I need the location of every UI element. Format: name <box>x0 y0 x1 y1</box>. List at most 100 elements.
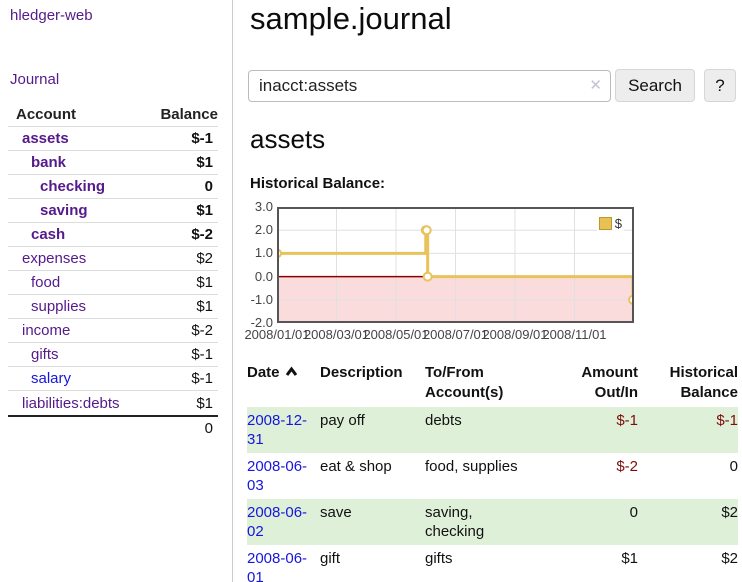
transaction-date-link[interactable]: 2008-12-31 <box>247 412 308 448</box>
transaction-amount: $-1 <box>616 412 638 429</box>
transaction-amount: $-2 <box>616 458 638 475</box>
y-axis-tick-label: 2.0 <box>254 222 273 238</box>
sort-ascending-icon <box>285 363 298 383</box>
x-axis-tick-label: 2008/07/01 <box>422 327 489 342</box>
account-row: checking 0 <box>8 175 218 199</box>
register-row: 2008-06-02 save saving, checking 0 $2 <box>247 499 738 545</box>
account-row: bank $1 <box>8 151 218 175</box>
legend-swatch-icon <box>598 217 612 230</box>
chart-legend: $ <box>596 215 624 232</box>
account-link[interactable]: income <box>22 322 71 339</box>
chart-canvas <box>272 207 639 323</box>
account-link[interactable]: cash <box>31 226 66 243</box>
register-table: Date Description To/From Account(s) Amou… <box>247 361 738 582</box>
account-balance: $1 <box>196 274 213 291</box>
balance-column-header: Balance <box>160 106 218 123</box>
account-link[interactable]: saving <box>40 202 88 219</box>
y-axis-tick-label: 0.0 <box>254 268 273 284</box>
transaction-description: gift <box>320 550 341 567</box>
transaction-accounts: saving, checking <box>425 504 485 540</box>
account-link[interactable]: bank <box>31 154 67 171</box>
balance-total-value: 0 <box>204 419 213 437</box>
x-axis-tick-label: 2008/11/01 <box>542 327 607 342</box>
account-row: supplies $1 <box>8 295 218 319</box>
x-axis-tick-label: 2008/09/01 <box>482 327 548 342</box>
register-row: 2008-12-31 pay off debts $-1 $-1 <box>247 407 738 453</box>
account-table-header: Account Balance <box>8 103 218 127</box>
account-link[interactable]: assets <box>22 130 69 147</box>
account-link[interactable]: checking <box>40 178 106 195</box>
account-balance: $1 <box>196 298 213 315</box>
main-pane: sample.journal ✕ Search ? assets Histori… <box>234 0 742 582</box>
transaction-date-link[interactable]: 2008-06-01 <box>247 550 308 582</box>
y-axis-tick-label: -1.0 <box>250 291 273 307</box>
register-header-description: Description <box>320 364 403 381</box>
account-balance: $2 <box>196 250 213 267</box>
account-rows: assets $-1 bank $1 checking 0 saving $1 cash $-2 e… <box>8 127 218 415</box>
account-heading: assets <box>250 124 326 154</box>
account-row: saving $1 <box>8 199 218 223</box>
transaction-amount: $1 <box>621 550 638 567</box>
account-link[interactable]: liabilities:debts <box>22 394 120 412</box>
x-axis-tick-label: 2008/01/01 <box>244 327 310 342</box>
account-balance-table: Account Balance assets $-1 bank $1 checking 0… <box>8 103 218 439</box>
account-row: gifts $-1 <box>8 343 218 367</box>
transaction-balance: $2 <box>721 504 738 521</box>
y-axis-tick-label: 3.0 <box>254 199 273 214</box>
transaction-accounts: gifts <box>425 550 453 567</box>
search-input[interactable] <box>248 69 611 102</box>
register-header-amount: Amount Out/In <box>581 364 638 401</box>
transaction-amount: 0 <box>629 504 638 521</box>
account-row: assets $-1 <box>8 127 218 151</box>
account-balance: $-1 <box>191 130 213 147</box>
account-link[interactable]: supplies <box>31 298 87 315</box>
register-row: 2008-06-03 eat & shop food, supplies $-2 0 <box>247 453 738 499</box>
transaction-accounts: food, supplies <box>425 458 518 475</box>
legend-label: $ <box>614 216 622 231</box>
account-row: liabilities:debts $1 <box>8 391 218 415</box>
account-balance: $-1 <box>191 370 213 387</box>
register-row: 2008-06-01 gift gifts $1 $2 <box>247 545 738 582</box>
transaction-description: eat & shop <box>320 458 392 475</box>
y-axis-tick-label: -2.0 <box>250 315 273 330</box>
transaction-date-link[interactable]: 2008-06-02 <box>247 504 308 540</box>
account-link[interactable]: gifts <box>31 346 59 363</box>
historical-balance-label: Historical Balance: <box>250 175 386 192</box>
transaction-balance: $-1 <box>716 412 738 429</box>
transaction-accounts: debts <box>425 412 462 429</box>
account-balance: $-2 <box>191 322 213 339</box>
account-row: cash $-2 <box>8 223 218 247</box>
y-axis-tick-label: 1.0 <box>254 245 273 261</box>
date-header-label: Date <box>247 364 280 381</box>
transaction-description: pay off <box>320 412 365 429</box>
page-title: sample.journal <box>250 1 452 36</box>
app-brand-link[interactable]: hledger-web <box>10 7 93 24</box>
account-column-header: Account <box>16 106 76 123</box>
account-row: salary $-1 <box>8 367 218 391</box>
clear-search-icon[interactable]: ✕ <box>589 76 602 94</box>
account-balance: $1 <box>196 202 213 219</box>
transaction-balance: 0 <box>729 458 738 475</box>
sidebar-item-journal[interactable]: Journal <box>10 71 60 88</box>
transaction-balance: $2 <box>721 550 738 567</box>
historical-balance-chart: 3.0 2.0 1.0 0.0 -1.0 -2.0 $ 2008/01/01 2008/03… <box>244 199 647 348</box>
account-balance: $1 <box>196 154 213 171</box>
chart-plot-area: $ <box>272 207 639 323</box>
register-header-date[interactable]: Date <box>247 361 320 407</box>
account-link[interactable]: food <box>31 274 61 291</box>
search-form: ✕ Search ? <box>248 69 736 102</box>
x-axis-tick-label: 2008/05/01 <box>363 327 429 342</box>
search-button[interactable]: Search <box>615 69 695 102</box>
x-axis-tick-label: 2008/03/01 <box>303 327 370 342</box>
transaction-description: save <box>320 504 352 521</box>
account-balance: 0 <box>204 178 213 195</box>
account-link[interactable]: expenses <box>22 250 87 267</box>
transaction-date-link[interactable]: 2008-06-03 <box>247 458 308 494</box>
help-button[interactable]: ? <box>704 69 736 102</box>
account-link[interactable]: salary <box>31 370 72 387</box>
account-row: food $1 <box>8 271 218 295</box>
account-balance: $-2 <box>191 226 213 243</box>
register-header-accounts: To/From Account(s) <box>425 364 504 401</box>
sidebar: hledger-web Journal Account Balance asse… <box>0 0 233 582</box>
register-header-balance: Historical Balance <box>669 364 738 401</box>
